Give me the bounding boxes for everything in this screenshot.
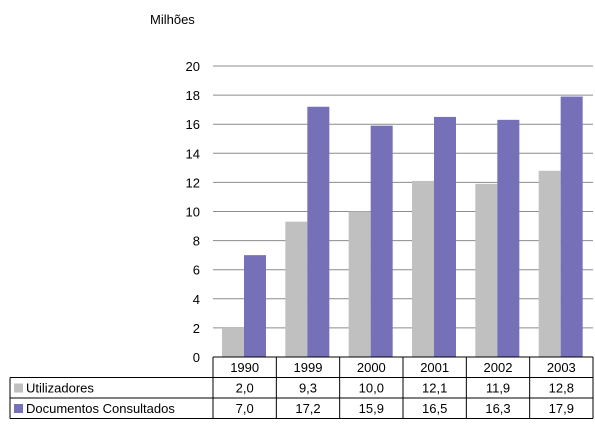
- x-category-label: 2000: [357, 360, 386, 375]
- legend-label: Documentos Consultados: [26, 401, 175, 416]
- bars: [222, 96, 583, 358]
- bar-documentos-consultados: [244, 255, 266, 357]
- bar-utilizadores: [412, 180, 434, 357]
- y-tick-label: 10: [186, 205, 200, 220]
- data-value-label: 9,3: [299, 381, 317, 396]
- data-value-label: 7,0: [236, 401, 254, 416]
- data-value-label: 17,9: [549, 401, 574, 416]
- y-tick-label: 4: [193, 292, 200, 307]
- bar-utilizadores: [348, 211, 371, 357]
- x-category-label: 2002: [484, 360, 513, 375]
- data-value-label: 12,8: [549, 381, 574, 396]
- y-tick-label: 16: [186, 117, 200, 132]
- data-table: 1990 1999 2000 2001 2002 2003 Utilizadores 2,0 9…: [9, 356, 594, 419]
- x-category-label: 1990: [230, 360, 259, 375]
- y-axis-tick-labels: 0 2 4 6 8 10 12 14 16 18 20: [186, 59, 200, 365]
- bar-documentos-consultados: [370, 125, 393, 357]
- gridlines: [213, 65, 593, 358]
- legend-swatch: [14, 383, 23, 393]
- legend-swatch: [14, 404, 23, 413]
- y-tick-label: 2: [193, 321, 200, 336]
- bar-utilizadores: [538, 170, 561, 357]
- data-value-label: 12,1: [422, 381, 447, 396]
- bar-utilizadores: [285, 221, 308, 357]
- bar-documentos-consultados: [434, 116, 456, 357]
- y-tick-label: 12: [186, 175, 200, 190]
- bar-documentos-consultados: [497, 119, 520, 358]
- y-tick-label: 6: [193, 263, 200, 278]
- data-value-label: 11,9: [486, 381, 510, 396]
- bar-documentos-consultados: [560, 96, 583, 358]
- bar-utilizadores: [222, 327, 244, 357]
- data-value-label: 2,0: [236, 381, 254, 396]
- x-category-label: 2003: [547, 360, 576, 375]
- data-value-label: 15,9: [359, 401, 384, 416]
- data-value-label: 10,0: [359, 381, 384, 396]
- y-tick-label: 8: [193, 234, 200, 249]
- data-value-label: 17,2: [295, 401, 320, 416]
- y-axis-unit-label: Milhões: [150, 12, 195, 27]
- legend-label: Utilizadores: [26, 381, 94, 396]
- x-category-label: 2001: [420, 360, 449, 375]
- y-tick-label: 14: [186, 146, 200, 161]
- y-tick-label: 18: [186, 88, 200, 103]
- y-tick-label: 20: [186, 59, 200, 74]
- bar-utilizadores: [475, 183, 498, 357]
- bar-documentos-consultados: [307, 106, 330, 358]
- y-tick-label: 0: [193, 350, 200, 365]
- data-value-label: 16,3: [485, 401, 510, 416]
- x-category-label: 1999: [294, 360, 323, 375]
- data-value-label: 16,5: [422, 401, 447, 416]
